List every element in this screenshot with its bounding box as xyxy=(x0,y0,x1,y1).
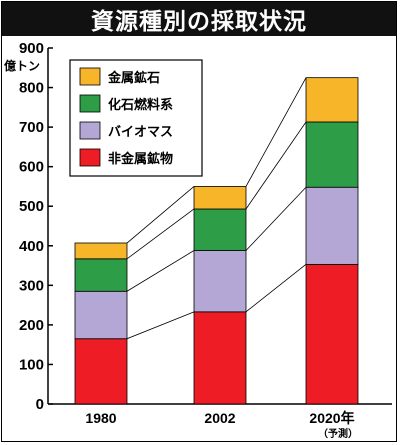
bar-segment xyxy=(74,242,128,260)
legend-label: 化石燃料系 xyxy=(108,97,173,113)
bar-segment xyxy=(305,121,359,188)
bar-segment xyxy=(74,258,128,292)
x-tick-note: （予測） xyxy=(318,427,358,440)
bar-segment xyxy=(193,208,247,251)
y-tick-label: 0 xyxy=(36,396,44,413)
bar-segment xyxy=(305,186,359,265)
bar-segment xyxy=(193,311,247,405)
y-tick-label: 900 xyxy=(19,40,44,57)
legend-swatch xyxy=(79,121,101,140)
x-tick-label: 2020年 xyxy=(309,410,354,426)
connector-line xyxy=(126,208,195,260)
connector-line xyxy=(126,186,195,244)
legend-swatch xyxy=(79,148,101,167)
y-unit-label: 億トン xyxy=(4,58,40,73)
legend-label: バイオマス xyxy=(108,125,173,140)
x-tick-label: 1980 xyxy=(85,410,116,426)
chart-title: 資源種別の採取状況 xyxy=(2,2,396,36)
connector-line xyxy=(245,77,307,187)
legend-swatch xyxy=(79,67,101,86)
x-tick-label: 2002 xyxy=(204,410,235,426)
bar-segment xyxy=(193,186,247,210)
bar-segment xyxy=(305,77,359,123)
connector-line xyxy=(245,264,307,313)
connector-line xyxy=(126,250,195,292)
bar-segment xyxy=(305,263,359,405)
bar-segment xyxy=(74,338,128,405)
y-tick-label: 300 xyxy=(19,277,44,294)
y-tick-label: 500 xyxy=(19,198,44,215)
connector-line xyxy=(245,121,307,210)
y-tick-label: 400 xyxy=(19,238,44,255)
y-tick-label: 800 xyxy=(19,80,44,97)
legend-label: 金属鉱石 xyxy=(107,70,160,86)
legend-label: 非金属鉱物 xyxy=(108,151,173,167)
legend-swatch xyxy=(79,94,101,113)
bar-segment xyxy=(74,290,128,340)
y-tick-label: 200 xyxy=(19,317,44,334)
y-tick-label: 700 xyxy=(19,119,44,136)
y-tick-label: 600 xyxy=(19,159,44,176)
connector-line xyxy=(126,311,195,340)
bar-segment xyxy=(193,250,247,313)
y-tick-label: 100 xyxy=(19,356,44,373)
connector-line xyxy=(245,186,307,251)
